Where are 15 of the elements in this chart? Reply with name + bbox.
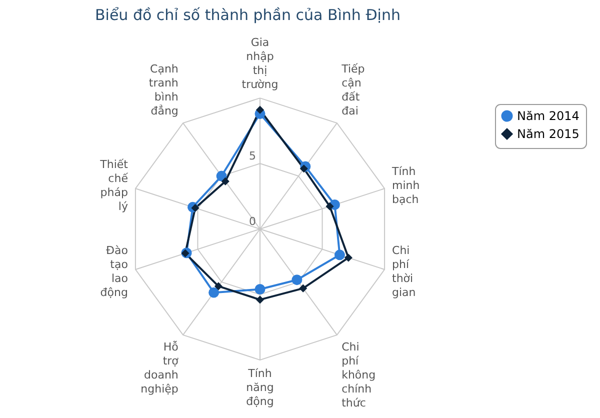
spoke-label: Tiếp cận đất đai xyxy=(340,62,365,118)
legend-label: Năm 2014 xyxy=(517,109,580,123)
y-tick-label: 5 xyxy=(249,150,256,163)
spoke-label: Chi phí thời gian xyxy=(392,244,416,299)
spoke-label: Gia nhập thị trường xyxy=(242,36,278,92)
spoke-label: Tính minh bạch xyxy=(391,165,420,206)
chart-title: Biểu đồ chỉ số thành phần của Bình Định xyxy=(95,6,400,24)
spoke-label: Đào tạo lao động xyxy=(100,244,128,299)
legend-label: Năm 2015 xyxy=(517,127,580,141)
spoke-label: Hỗ trợ doanh nghiệp xyxy=(140,340,179,396)
spoke-label: Tính năng động xyxy=(246,366,274,408)
y-tick-label: 0 xyxy=(249,215,256,228)
spoke-label: Cạnh tranh bình đẳng xyxy=(148,62,178,118)
spoke-label: Chi phí không chính thức xyxy=(342,340,376,410)
spoke-label: Thiết chế pháp lý xyxy=(99,158,129,214)
